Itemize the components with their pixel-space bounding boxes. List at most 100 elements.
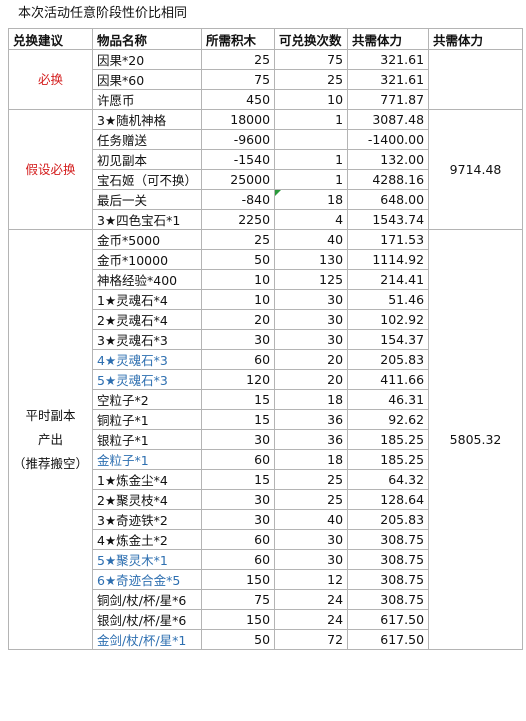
- stamina-cell[interactable]: 617.50: [347, 629, 430, 650]
- stamina-cell[interactable]: 214.41: [347, 269, 430, 290]
- stamina-cell[interactable]: 132.00: [347, 149, 430, 170]
- times-cell[interactable]: 24: [274, 609, 349, 630]
- header-cell-cost[interactable]: 所需积木: [201, 28, 276, 50]
- item-name-cell[interactable]: 因果*20: [92, 49, 203, 70]
- stamina-cell[interactable]: 51.46: [347, 289, 430, 310]
- group-label-cell[interactable]: 平时副本 产出 （推荐搬空）: [7, 229, 94, 650]
- item-name-cell[interactable]: 4★灵魂石*3: [92, 349, 203, 370]
- times-cell[interactable]: 25: [274, 489, 349, 510]
- header-cell-stamina-total[interactable]: 共需体力: [428, 28, 524, 50]
- stamina-cell[interactable]: 411.66: [347, 369, 430, 390]
- item-name-cell[interactable]: 许愿币: [92, 89, 203, 110]
- group-total-cell[interactable]: 9714.48: [428, 109, 524, 230]
- times-cell[interactable]: 30: [274, 529, 349, 550]
- item-name-cell[interactable]: 5★灵魂石*3: [92, 369, 203, 390]
- stamina-cell[interactable]: 185.25: [347, 429, 430, 450]
- cost-cell[interactable]: 25: [201, 229, 276, 250]
- cost-cell[interactable]: 30: [201, 429, 276, 450]
- stamina-cell[interactable]: 4288.16: [347, 169, 430, 190]
- stamina-cell[interactable]: 308.75: [347, 589, 430, 610]
- item-name-cell[interactable]: 3★奇迹铁*2: [92, 509, 203, 530]
- item-name-cell[interactable]: 金币*10000: [92, 249, 203, 270]
- item-name-cell[interactable]: 6★奇迹合金*5: [92, 569, 203, 590]
- times-cell[interactable]: 1: [274, 109, 349, 130]
- group-label-cell[interactable]: 假设必换: [7, 109, 94, 230]
- stamina-cell[interactable]: 321.61: [347, 49, 430, 70]
- item-name-cell[interactable]: 铜粒子*1: [92, 409, 203, 430]
- item-name-cell[interactable]: 任务赠送: [92, 129, 203, 150]
- item-name-cell[interactable]: 银剑/杖/杯/星*6: [92, 609, 203, 630]
- item-name-cell[interactable]: 1★灵魂石*4: [92, 289, 203, 310]
- item-name-cell[interactable]: 5★聚灵木*1: [92, 549, 203, 570]
- times-cell[interactable]: 25: [274, 69, 349, 90]
- item-name-cell[interactable]: 1★炼金尘*4: [92, 469, 203, 490]
- times-cell[interactable]: 4: [274, 209, 349, 230]
- stamina-cell[interactable]: 3087.48: [347, 109, 430, 130]
- times-cell[interactable]: 130: [274, 249, 349, 270]
- item-name-cell[interactable]: 银粒子*1: [92, 429, 203, 450]
- item-name-cell[interactable]: 最后一关: [92, 189, 203, 210]
- item-name-cell[interactable]: 因果*60: [92, 69, 203, 90]
- times-cell[interactable]: 30: [274, 549, 349, 570]
- stamina-cell[interactable]: 102.92: [347, 309, 430, 330]
- cost-cell[interactable]: 30: [201, 509, 276, 530]
- times-cell[interactable]: 72: [274, 629, 349, 650]
- cost-cell[interactable]: 50: [201, 249, 276, 270]
- cost-cell[interactable]: 25000: [201, 169, 276, 190]
- times-cell[interactable]: 18: [274, 189, 349, 210]
- cost-cell[interactable]: 15: [201, 409, 276, 430]
- stamina-cell[interactable]: 1543.74: [347, 209, 430, 230]
- times-cell[interactable]: 20: [274, 349, 349, 370]
- cost-cell[interactable]: -9600: [201, 129, 276, 150]
- cost-cell[interactable]: 20: [201, 309, 276, 330]
- stamina-cell[interactable]: 321.61: [347, 69, 430, 90]
- header-cell-suggestion[interactable]: 兑换建议: [7, 28, 94, 50]
- cost-cell[interactable]: 2250: [201, 209, 276, 230]
- item-name-cell[interactable]: 神格经验*400: [92, 269, 203, 290]
- item-name-cell[interactable]: 3★灵魂石*3: [92, 329, 203, 350]
- cost-cell[interactable]: 10: [201, 289, 276, 310]
- cost-cell[interactable]: 15: [201, 389, 276, 410]
- stamina-cell[interactable]: 185.25: [347, 449, 430, 470]
- times-cell[interactable]: 40: [274, 229, 349, 250]
- times-cell[interactable]: 18: [274, 449, 349, 470]
- cost-cell[interactable]: 18000: [201, 109, 276, 130]
- stamina-cell[interactable]: 308.75: [347, 549, 430, 570]
- cost-cell[interactable]: 150: [201, 569, 276, 590]
- cost-cell[interactable]: 60: [201, 449, 276, 470]
- stamina-cell[interactable]: 308.75: [347, 529, 430, 550]
- item-name-cell[interactable]: 2★灵魂石*4: [92, 309, 203, 330]
- cost-cell[interactable]: 30: [201, 329, 276, 350]
- cost-cell[interactable]: 25: [201, 49, 276, 70]
- times-cell[interactable]: 1: [274, 149, 349, 170]
- item-name-cell[interactable]: 金剑/杖/杯/星*1: [92, 629, 203, 650]
- stamina-cell[interactable]: 648.00: [347, 189, 430, 210]
- item-name-cell[interactable]: 3★随机神格: [92, 109, 203, 130]
- item-name-cell[interactable]: 金粒子*1: [92, 449, 203, 470]
- cost-cell[interactable]: 75: [201, 589, 276, 610]
- group-total-cell[interactable]: [428, 49, 524, 110]
- stamina-cell[interactable]: 617.50: [347, 609, 430, 630]
- item-name-cell[interactable]: 初见副本: [92, 149, 203, 170]
- group-total-cell[interactable]: 5805.32: [428, 229, 524, 650]
- times-cell[interactable]: 75: [274, 49, 349, 70]
- times-cell[interactable]: 20: [274, 369, 349, 390]
- times-cell[interactable]: [274, 129, 349, 150]
- header-cell-item-name[interactable]: 物品名称: [92, 28, 203, 50]
- item-name-cell[interactable]: 3★四色宝石*1: [92, 209, 203, 230]
- stamina-cell[interactable]: 128.64: [347, 489, 430, 510]
- times-cell[interactable]: 125: [274, 269, 349, 290]
- group-label-cell[interactable]: 必换: [7, 49, 94, 110]
- sheet-title[interactable]: 本次活动任意阶段性价比相同: [18, 6, 188, 21]
- cost-cell[interactable]: 450: [201, 89, 276, 110]
- times-cell[interactable]: 36: [274, 409, 349, 430]
- stamina-cell[interactable]: 308.75: [347, 569, 430, 590]
- stamina-cell[interactable]: 205.83: [347, 509, 430, 530]
- item-name-cell[interactable]: 金币*5000: [92, 229, 203, 250]
- cost-cell[interactable]: 60: [201, 349, 276, 370]
- item-name-cell[interactable]: 空粒子*2: [92, 389, 203, 410]
- cost-cell[interactable]: 150: [201, 609, 276, 630]
- times-cell[interactable]: 1: [274, 169, 349, 190]
- item-name-cell[interactable]: 宝石姬（可不换）: [92, 169, 203, 190]
- stamina-cell[interactable]: 92.62: [347, 409, 430, 430]
